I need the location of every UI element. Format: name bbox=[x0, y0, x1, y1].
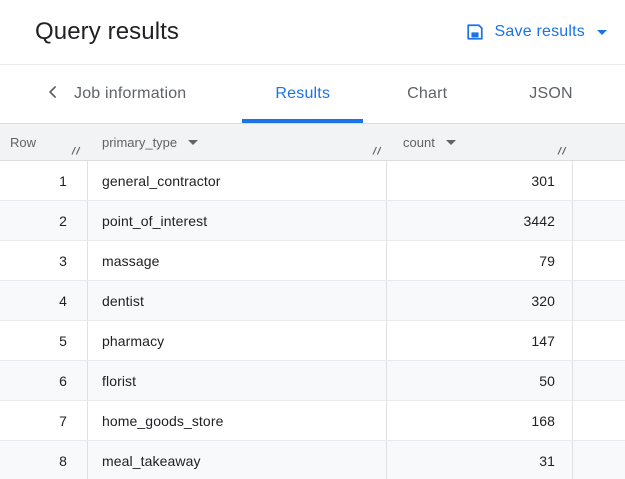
column-header-row: Row bbox=[0, 124, 88, 160]
tab-label: Results bbox=[275, 85, 331, 102]
primary-type-cell: massage bbox=[88, 241, 387, 280]
primary-type-cell: general_contractor bbox=[88, 161, 387, 200]
column-header-count[interactable]: count bbox=[387, 124, 573, 160]
arrow-dropdown-icon[interactable] bbox=[597, 29, 607, 35]
save-icon bbox=[464, 21, 486, 43]
count-cell: 301 bbox=[387, 161, 573, 200]
count-cell: 147 bbox=[387, 321, 573, 360]
tab-label: Chart bbox=[407, 85, 448, 102]
row-number-cell: 2 bbox=[0, 201, 88, 240]
filler-cell bbox=[573, 241, 625, 280]
count-cell: 168 bbox=[387, 401, 573, 440]
count-cell: 79 bbox=[387, 241, 573, 280]
table-row: 3 massage 79 bbox=[0, 241, 625, 281]
column-label: count bbox=[403, 134, 435, 150]
count-cell: 31 bbox=[387, 441, 573, 479]
table-row: 2 point_of_interest 3442 bbox=[0, 201, 625, 241]
tab-bar: Job information Results Chart JSON bbox=[0, 65, 625, 124]
tab-results[interactable]: Results bbox=[242, 65, 364, 123]
save-results-label: Save results bbox=[494, 23, 585, 40]
tab-chart[interactable]: Chart bbox=[371, 65, 483, 123]
table-row: 7 home_goods_store 168 bbox=[0, 401, 625, 441]
primary-type-cell: pharmacy bbox=[88, 321, 387, 360]
filler-cell bbox=[573, 281, 625, 320]
primary-type-cell: meal_takeaway bbox=[88, 441, 387, 479]
chevron-left-icon bbox=[43, 82, 63, 107]
results-table-body: 1 general_contractor 301 2 point_of_inte… bbox=[0, 161, 625, 479]
column-label: Row bbox=[10, 134, 37, 150]
row-number-cell: 3 bbox=[0, 241, 88, 280]
table-header: Row primary_type count bbox=[0, 124, 625, 161]
save-results-button[interactable]: Save results bbox=[464, 21, 607, 43]
column-header-primary-type[interactable]: primary_type bbox=[88, 124, 387, 160]
tab-json[interactable]: JSON bbox=[501, 65, 600, 123]
column-resize-handle[interactable] bbox=[70, 144, 82, 156]
scroll-tabs-left-button[interactable] bbox=[40, 65, 66, 123]
count-cell: 50 bbox=[387, 361, 573, 400]
column-resize-handle[interactable] bbox=[556, 144, 568, 156]
sort-dropdown-icon[interactable] bbox=[188, 139, 199, 145]
tab-label: Job information bbox=[74, 85, 187, 102]
primary-type-cell: home_goods_store bbox=[88, 401, 387, 440]
column-resize-handle[interactable] bbox=[371, 144, 383, 156]
page-title: Query results bbox=[35, 18, 180, 45]
filler-cell bbox=[573, 321, 625, 360]
column-label: primary_type bbox=[102, 134, 178, 150]
filler-cell bbox=[573, 361, 625, 400]
table-row: 1 general_contractor 301 bbox=[0, 161, 625, 201]
primary-type-cell: florist bbox=[88, 361, 387, 400]
row-number-cell: 1 bbox=[0, 161, 88, 200]
primary-type-cell: point_of_interest bbox=[88, 201, 387, 240]
count-cell: 320 bbox=[387, 281, 573, 320]
count-cell: 3442 bbox=[387, 201, 573, 240]
table-row: 4 dentist 320 bbox=[0, 281, 625, 321]
filler-cell bbox=[573, 161, 625, 200]
tab-label: JSON bbox=[529, 85, 573, 102]
table-row: 5 pharmacy 147 bbox=[0, 321, 625, 361]
results-header: Query results Save results bbox=[0, 0, 625, 65]
filler-cell bbox=[573, 201, 625, 240]
primary-type-cell: dentist bbox=[88, 281, 387, 320]
table-row: 6 florist 50 bbox=[0, 361, 625, 401]
table-row: 8 meal_takeaway 31 bbox=[0, 441, 625, 479]
row-number-cell: 5 bbox=[0, 321, 88, 360]
row-number-cell: 4 bbox=[0, 281, 88, 320]
row-number-cell: 7 bbox=[0, 401, 88, 440]
sort-dropdown-icon[interactable] bbox=[445, 139, 456, 145]
filler-cell bbox=[573, 441, 625, 479]
active-tab-indicator bbox=[242, 119, 364, 123]
filler-cell bbox=[573, 401, 625, 440]
row-number-cell: 8 bbox=[0, 441, 88, 479]
row-number-cell: 6 bbox=[0, 361, 88, 400]
column-header-filler bbox=[573, 124, 625, 160]
tab-job-information[interactable]: Job information bbox=[66, 65, 220, 123]
